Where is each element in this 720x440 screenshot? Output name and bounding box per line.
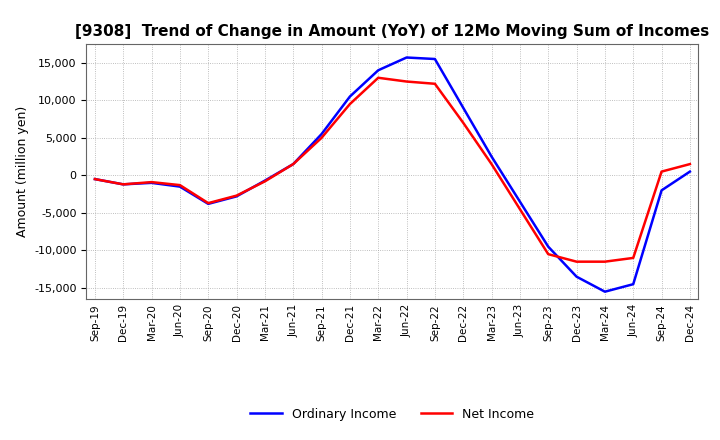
Net Income	[544, 252, 552, 257]
Legend: Ordinary Income, Net Income: Ordinary Income, Net Income	[246, 403, 539, 425]
Net Income	[374, 75, 382, 81]
Net Income	[204, 201, 212, 206]
Net Income	[233, 193, 241, 198]
Ordinary Income	[176, 184, 184, 189]
Ordinary Income	[318, 132, 326, 137]
Ordinary Income	[516, 199, 524, 204]
Ordinary Income	[459, 105, 467, 110]
Line: Net Income: Net Income	[95, 78, 690, 262]
Net Income	[176, 183, 184, 188]
Net Income	[431, 81, 439, 86]
Ordinary Income	[148, 180, 156, 186]
Net Income	[261, 179, 269, 184]
Ordinary Income	[572, 274, 581, 279]
Net Income	[600, 259, 609, 264]
Net Income	[289, 161, 297, 167]
Net Income	[685, 161, 694, 167]
Ordinary Income	[346, 94, 354, 99]
Ordinary Income	[600, 289, 609, 294]
Net Income	[148, 180, 156, 185]
Ordinary Income	[204, 201, 212, 206]
Ordinary Income	[487, 154, 496, 159]
Net Income	[487, 161, 496, 167]
Net Income	[459, 120, 467, 125]
Net Income	[318, 135, 326, 140]
Ordinary Income	[289, 161, 297, 167]
Y-axis label: Amount (million yen): Amount (million yen)	[16, 106, 29, 237]
Net Income	[91, 176, 99, 182]
Title: [9308]  Trend of Change in Amount (YoY) of 12Mo Moving Sum of Incomes: [9308] Trend of Change in Amount (YoY) o…	[76, 24, 709, 39]
Net Income	[572, 259, 581, 264]
Ordinary Income	[544, 244, 552, 249]
Ordinary Income	[629, 282, 637, 287]
Ordinary Income	[402, 55, 411, 60]
Net Income	[346, 101, 354, 106]
Ordinary Income	[91, 176, 99, 182]
Ordinary Income	[657, 188, 666, 193]
Ordinary Income	[119, 182, 127, 187]
Ordinary Income	[685, 169, 694, 174]
Net Income	[516, 206, 524, 212]
Net Income	[119, 182, 127, 187]
Ordinary Income	[233, 194, 241, 199]
Line: Ordinary Income: Ordinary Income	[95, 58, 690, 292]
Ordinary Income	[374, 68, 382, 73]
Net Income	[629, 255, 637, 260]
Ordinary Income	[261, 178, 269, 183]
Net Income	[657, 169, 666, 174]
Ordinary Income	[431, 56, 439, 62]
Net Income	[402, 79, 411, 84]
